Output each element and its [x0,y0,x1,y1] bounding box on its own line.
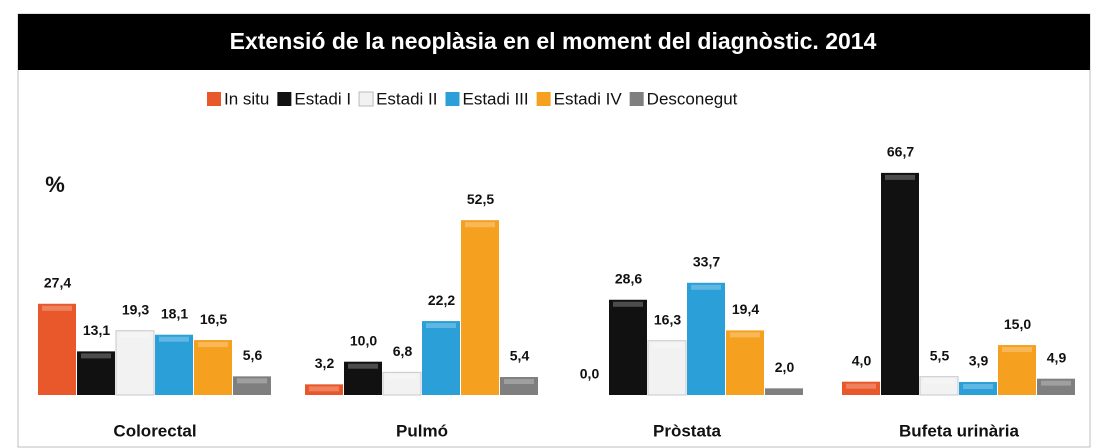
legend-swatch [358,91,374,107]
bar-shine [120,332,150,338]
x-tick-label: Colorectal [113,421,196,440]
bar [765,388,803,395]
bar [77,351,115,395]
bar-shine [348,363,378,369]
data-label: 28,6 [615,270,642,286]
bar [1037,378,1075,395]
bar [344,361,382,395]
legend-label: In situ [224,89,269,108]
bar [726,330,764,395]
bar-shine [730,332,760,338]
legend-label: Estadi I [294,89,351,108]
bar [881,172,919,395]
bar [422,321,460,395]
data-label: 22,2 [428,292,455,308]
bar [461,220,499,395]
data-label: 5,6 [243,347,263,363]
y-axis-label: % [45,172,65,197]
bar-shine [426,323,456,329]
data-label: 3,2 [315,355,335,371]
bar-shine [924,378,954,384]
bar-shine [309,386,339,392]
data-label: 18,1 [161,305,188,321]
bar-shine [42,305,72,311]
data-label: 10,0 [350,332,377,348]
bar [687,282,725,395]
bar [998,345,1036,395]
data-label: 5,4 [510,348,530,364]
data-label: 16,5 [200,311,227,327]
bar-shine [652,342,682,348]
bar [115,330,155,396]
bar [647,340,687,396]
data-label: 4,0 [852,352,872,368]
data-label: 4,9 [1047,349,1067,365]
bar [38,303,76,395]
legend-swatch [445,92,460,106]
bar-shine [613,301,643,307]
data-label: 2,0 [775,359,795,375]
bar [919,376,959,396]
legend-label: Desconegut [647,89,738,108]
data-label: 15,0 [1004,316,1031,332]
bar [233,376,271,395]
legend-label: Estadi II [376,89,437,108]
chart-title: Extensió de la neoplàsia en el moment de… [230,28,877,54]
data-label: 27,4 [44,274,71,290]
data-label: 3,9 [969,353,989,369]
bar-shine [963,384,993,390]
data-label: 33,7 [693,253,720,269]
bar [305,384,343,395]
data-label: 19,4 [732,301,759,317]
bar [609,299,647,395]
bar-shine [81,353,111,359]
legend-label: Estadi III [462,89,528,108]
data-label: 5,5 [930,347,950,363]
bar [500,377,538,395]
bar-shine [465,222,495,228]
data-label: 13,1 [83,322,110,338]
title-band [18,14,1090,70]
bar-shine [846,383,876,389]
bar-shine [691,284,721,290]
data-label: 6,8 [393,343,413,359]
x-tick-label: Pròstata [653,421,722,440]
bar-shine [1002,347,1032,353]
data-label: 19,3 [122,301,149,317]
bar-shine [504,379,534,385]
legend-swatch [629,92,644,106]
data-label: 66,7 [887,144,914,160]
bar [842,381,880,395]
legend-label: Estadi IV [554,89,623,108]
bar [194,340,232,395]
data-label: 52,5 [467,191,494,207]
x-tick-label: Pulmó [396,421,448,440]
bar-shine [159,336,189,342]
bar-shine [237,378,267,384]
legend-swatch [207,92,221,106]
data-label: 16,3 [654,311,681,327]
legend-swatch [536,92,551,106]
x-tick-label: Bufeta urinària [899,421,1020,440]
bar [382,371,422,396]
legend-swatch [277,92,292,106]
bar-shine [1041,380,1071,386]
bar-shine [387,374,417,380]
bar-shine [885,174,915,180]
bar [155,334,193,395]
bar [959,382,997,395]
data-label: 0,0 [580,366,600,382]
bar-shine [198,342,228,348]
